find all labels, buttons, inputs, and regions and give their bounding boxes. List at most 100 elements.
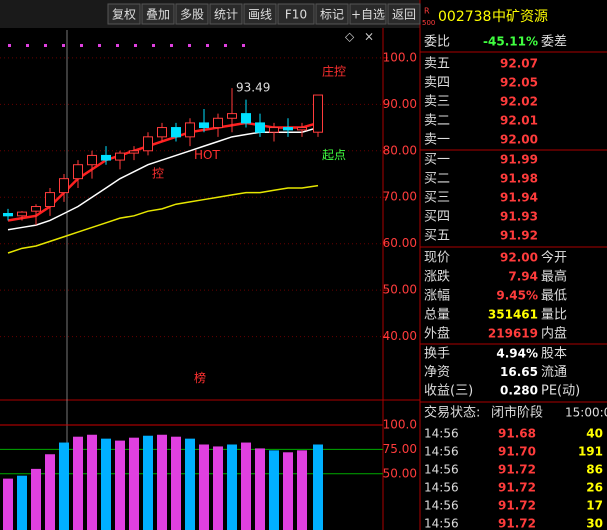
row-label: 总量	[424, 308, 450, 323]
status-value: 闭市阶段	[491, 405, 543, 421]
toolbar-label[interactable]: 统计	[214, 8, 238, 22]
candle-body	[45, 192, 55, 208]
indicator-bar	[213, 446, 223, 530]
badge: R	[424, 7, 430, 16]
row-label2: 内盘	[541, 326, 567, 342]
annotation: 93.49	[236, 81, 270, 95]
row-label: 涨跌	[424, 269, 450, 285]
candle-body	[87, 154, 97, 166]
trade-time: 14:56	[424, 445, 459, 459]
status-time: 15:00:0	[565, 406, 607, 420]
annotation: 庄控	[322, 63, 346, 78]
row-value: 91.92	[500, 229, 538, 243]
indicator-bar	[199, 444, 209, 530]
indicator-bar	[59, 442, 69, 530]
row-value: 7.94	[508, 270, 538, 284]
marker-dot	[188, 44, 191, 47]
toolbar-button[interactable]	[107, 3, 141, 25]
y-tick-label: 100.0	[383, 50, 417, 64]
row-value: 351461	[488, 308, 538, 322]
stock-code: 002738	[438, 9, 491, 25]
badge: 500	[422, 19, 435, 27]
row-label: 外盘	[424, 326, 450, 342]
toolbar-label[interactable]: 多股	[180, 8, 204, 22]
trade-time: 14:56	[424, 517, 459, 530]
indicator-bar	[255, 448, 265, 530]
candle-body	[3, 213, 13, 217]
indicator-bar	[241, 442, 251, 530]
candle-body	[115, 152, 125, 161]
marker-dot	[44, 44, 47, 47]
toolbar-button[interactable]	[243, 3, 277, 25]
marker-dot	[152, 44, 155, 47]
row-label: 买二	[424, 172, 450, 187]
candle-body	[171, 127, 181, 138]
candle-body	[255, 122, 265, 133]
row-label2: 委差	[541, 35, 567, 50]
candle-body	[73, 164, 83, 180]
candle-body	[283, 127, 293, 131]
diamond-icon: ◇	[345, 30, 355, 44]
row-label: 买四	[424, 210, 450, 225]
candle-body	[313, 94, 323, 133]
row-label: 卖三	[424, 95, 450, 110]
y-tick-label: 80.00	[383, 143, 417, 157]
row-label: 现价	[424, 251, 450, 266]
marker-dot	[224, 44, 227, 47]
marker-dot	[170, 44, 173, 47]
row-label: 买五	[424, 229, 450, 244]
row-label2: 流通	[541, 365, 567, 380]
candle-body	[297, 127, 307, 131]
indicator-bar	[129, 437, 139, 530]
trade-price: 91.72	[498, 463, 536, 477]
toolbar-button[interactable]	[315, 3, 349, 25]
toolbar-label[interactable]: 画线	[248, 8, 272, 22]
toolbar-label[interactable]: +自选	[351, 8, 385, 22]
row-label: 卖五	[424, 57, 450, 72]
toolbar-label[interactable]: F10	[285, 8, 307, 22]
row-label: 换手	[424, 347, 450, 362]
toolbar-button[interactable]	[387, 3, 421, 25]
indicator-bar	[45, 454, 55, 530]
toolbar-label[interactable]: 返回	[392, 8, 416, 22]
candle-body	[31, 206, 41, 212]
indicator-bar	[31, 468, 41, 530]
row-label2: PE(动)	[541, 384, 580, 399]
y-tick-label: 90.00	[383, 97, 417, 111]
row-label2: 最低	[541, 289, 567, 304]
candle-body	[269, 127, 279, 133]
toolbar-button[interactable]	[349, 3, 387, 25]
toolbar-button[interactable]	[175, 3, 209, 25]
trade-time: 14:56	[424, 499, 459, 513]
indicator-bar	[101, 438, 111, 530]
indicator-bar	[297, 450, 307, 530]
indicator-bar	[73, 436, 83, 530]
candle-body	[17, 211, 27, 217]
toolbar-button[interactable]	[277, 3, 315, 25]
row-label: 收益(三)	[424, 384, 473, 399]
row-label2: 量比	[541, 308, 567, 323]
trade-volume: 86	[586, 463, 603, 477]
toolbar-button[interactable]	[141, 3, 175, 25]
marker-dot	[62, 44, 65, 47]
trade-price: 91.72	[498, 481, 536, 495]
y-tick-label: 75.00	[383, 442, 417, 456]
trade-time: 14:56	[424, 481, 459, 495]
annotation: 起点	[322, 148, 346, 162]
y-tick-label: 50.00	[383, 283, 417, 297]
candle-body	[101, 154, 111, 161]
row-label: 买一	[424, 153, 450, 168]
row-value: 92.05	[500, 76, 538, 90]
ma-line	[7, 184, 319, 254]
toolbar-button[interactable]	[209, 3, 243, 25]
row-value: 91.94	[500, 191, 538, 205]
toolbar-label[interactable]: 复权	[112, 8, 136, 22]
toolbar-label[interactable]: 叠加	[146, 8, 170, 22]
marker-dot	[134, 44, 137, 47]
marker-dot	[98, 44, 101, 47]
close-icon: ×	[364, 30, 374, 44]
toolbar-label[interactable]: 标记	[320, 8, 344, 22]
row-label: 卖四	[424, 76, 450, 91]
trade-volume: 191	[578, 445, 603, 459]
